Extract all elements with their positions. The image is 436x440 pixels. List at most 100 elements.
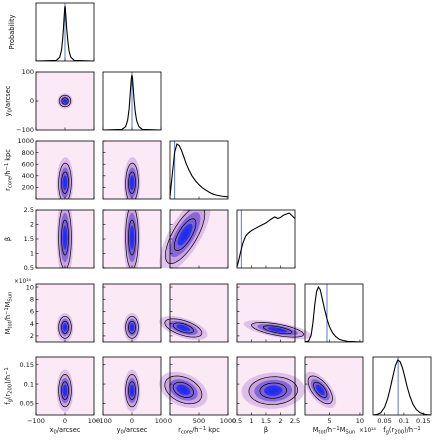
label-sub: g [386,430,389,436]
x-offset-label: ×10¹⁴ [359,427,377,434]
label-part: (r [4,394,12,400]
y-tick-label: 0.1 [24,380,34,388]
x-tick-label: 1.5 [261,417,271,425]
y-tick-label: 0 [30,97,34,105]
label-sub: Sun [8,292,14,302]
contour-68 [128,381,136,400]
contour-95 [58,162,72,199]
y-tick-label: 1.5 [24,235,34,243]
label-sup: −1 [4,163,10,171]
marginal-panel [102,72,162,130]
joint-panel [103,357,161,415]
panel-frame [169,140,229,200]
contour-68 [61,381,69,400]
x-axis-label: x0/arcsec [50,426,81,436]
core-density [181,228,190,241]
y-offset-label: ×10¹⁴ [14,278,32,285]
y-tick-label: 0.5 [24,264,34,272]
contour-95 [251,322,305,338]
posterior-pdf-line [304,285,364,342]
x-tick-label: −100 [94,417,112,425]
x-tick-label: 0 [130,417,134,425]
contour-95 [248,376,298,405]
marginal-panel [169,141,229,199]
x-tick-label: 0.5 [232,417,242,425]
contour-95 [165,210,206,265]
y-axis-label: y0/arcsec [4,85,14,116]
label-part: (r [389,426,395,434]
x-axis-label: rcore/h−1 kpc [178,426,220,436]
x-tick-label: 2 [278,417,282,425]
contour-68 [173,218,197,251]
contour-95 [58,374,72,408]
label-part: )/h [4,375,12,384]
joint-panel [237,357,305,415]
contour-95 [125,374,139,408]
core-density [63,99,67,103]
joint-panel [103,210,161,268]
label-sub: 0 [8,109,14,112]
posterior-pdf-line [169,143,229,198]
core-density [130,178,134,187]
core-density [179,387,188,393]
contour-95 [125,210,139,268]
label-sup: −1 [4,367,10,375]
y-tick-label: 1000 [17,137,34,145]
joint-panel [304,357,363,415]
y-tick-label: 100 [22,68,34,76]
x-tick-label: 0.05 [377,417,391,425]
label-part: r [178,426,181,434]
y-tick-label: 6 [30,308,34,316]
x-tick-label: 0.1 [399,417,409,425]
label-sup: −1 [413,426,421,432]
y-tick-label: 600 [22,160,34,168]
label-part: x [50,426,54,434]
label-part: kpc [4,149,12,163]
x-tick-label: 2.5 [290,417,300,425]
x-tick-label: 100 [88,417,100,425]
joint-panel [36,72,94,130]
core-density [63,231,67,244]
y-tick-label: −100 [16,126,34,134]
x-tick-label: 1000 [220,417,237,425]
joint-panel [36,141,94,199]
y-tick-label: 10 [26,283,34,291]
y-tick-label: 2 [30,221,34,229]
contour-68 [313,381,328,398]
core-density [63,387,67,394]
core-density [272,328,283,332]
x-tick-label: 100 [155,417,167,425]
y-tick-label: 200 [22,184,34,192]
contour-95 [307,375,333,405]
contour-95 [58,210,72,268]
y-tick-label: 2.5 [24,206,34,214]
panel-frame [304,283,364,343]
label-part: M [4,328,12,334]
contour-68 [172,381,194,398]
label-part: M [340,426,346,434]
x-axis-label: y0/arcsec [117,426,148,436]
label-part: M [4,301,12,307]
panel-frame [236,209,296,269]
label-part: /arcsec [124,426,148,434]
label-sub: 200 [394,430,404,436]
label-sub: core [8,177,14,188]
core-density [268,387,279,394]
contour-95 [125,316,139,339]
joint-panel [103,284,161,342]
contour-68 [128,219,136,256]
contour-95 [125,162,139,199]
y-tick-label: 800 [22,149,34,157]
x-tick-label: 10 [356,417,364,425]
label-sub: tot [8,321,14,328]
label-part: /h [326,426,332,434]
joint-panel [36,357,94,415]
contour-95 [164,375,203,405]
label-sub: g [8,399,14,402]
x-tick-label: 1 [249,417,253,425]
core-density [63,178,67,187]
y-axis-label: rcore/h−1 kpc [4,149,14,191]
label-part: M [313,426,319,434]
label-sub: 0 [54,430,57,436]
x-axis-label: fg(r200)/h−1 [383,426,420,436]
